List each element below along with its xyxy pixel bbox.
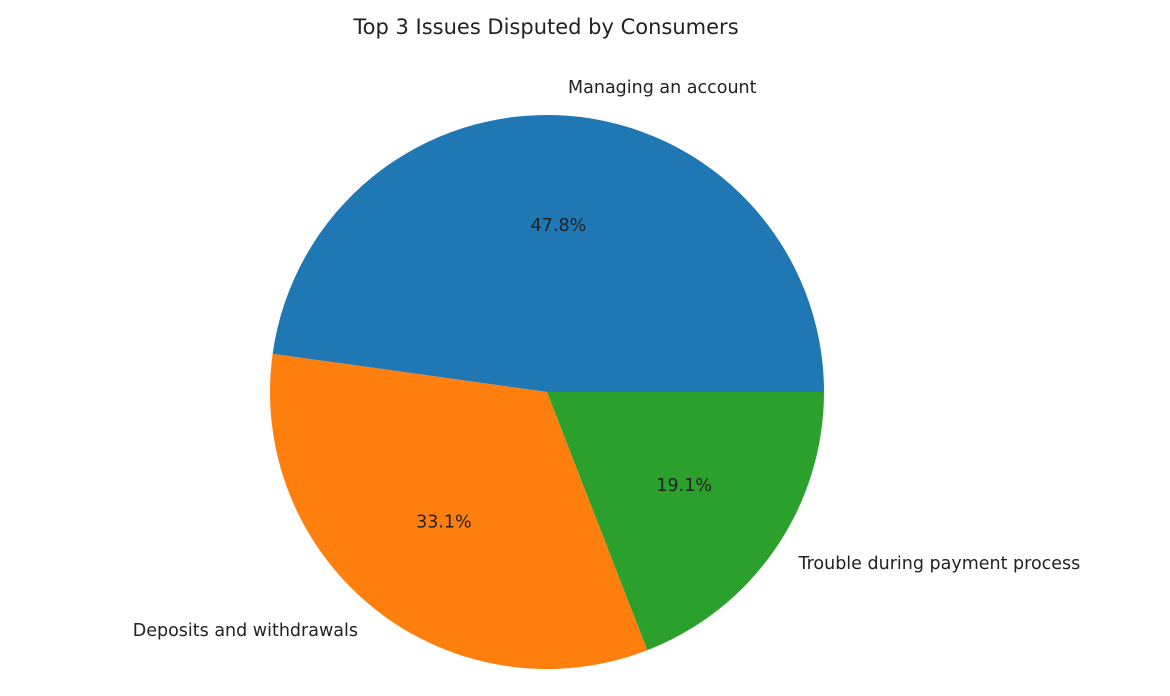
pie-percent-label: 47.8% (531, 216, 587, 236)
pie-labels: 47.8% Managing an account 33.1% Deposits an… (133, 78, 1081, 641)
chart-title: Top 3 Issues Disputed by Consumers (352, 15, 738, 39)
pie-category-label: Deposits and withdrawals (133, 621, 358, 641)
pie-category-label: Trouble during payment process (797, 554, 1080, 574)
pie-slices (269, 114, 825, 669)
pie-slice-deposits-and-withdrawals (269, 353, 648, 669)
pie-percent-label: 33.1% (416, 512, 472, 532)
pie-slice-trouble-during-payment-process (547, 392, 824, 651)
pie-category-label: Managing an account (568, 78, 757, 98)
pie-percent-label: 19.1% (656, 476, 712, 496)
pie-slice-managing-an-account (272, 114, 825, 392)
